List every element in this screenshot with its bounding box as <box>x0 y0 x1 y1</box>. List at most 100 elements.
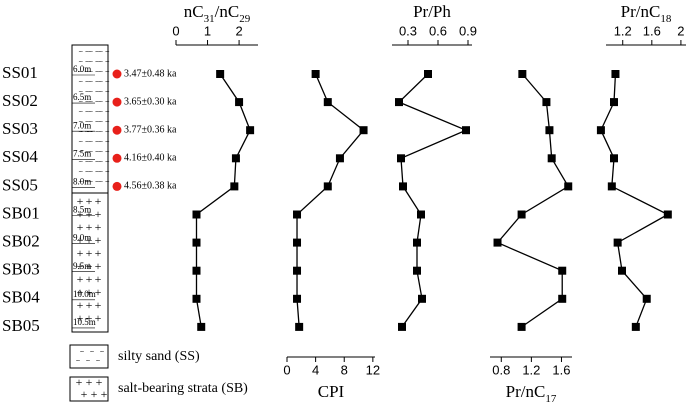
lithology-symbol: + <box>95 220 102 234</box>
lithology-symbol: + <box>95 207 102 221</box>
lithology-symbol: ∼ ∼ <box>98 69 110 75</box>
data-point <box>413 266 421 275</box>
data-point <box>611 70 620 78</box>
depth-label: 10.0m <box>73 289 96 299</box>
data-point <box>424 70 432 78</box>
x-tick-label: 0.3 <box>399 23 417 38</box>
lithology-symbol: + <box>86 298 93 312</box>
data-point <box>231 154 240 163</box>
age-label: 4.56±0.38 ka <box>124 181 177 192</box>
depth-label: 10.5m <box>73 317 96 327</box>
lithology-symbol: + <box>77 233 84 247</box>
lithology-symbol: ∼ ∼ <box>98 149 110 155</box>
age-marker <box>112 97 122 107</box>
lithology-symbol: + <box>86 272 93 286</box>
age-marker <box>112 181 122 191</box>
lithology-symbol: ∼ ∼ <box>88 109 100 115</box>
x-tick-label: 4 <box>312 362 319 377</box>
lithology-symbol: + <box>77 259 84 273</box>
data-point <box>564 182 573 191</box>
lithology-symbol: + <box>95 246 102 260</box>
lithology-symbol: ∼ ∼ <box>78 59 90 65</box>
depth-label: 7.5m <box>73 148 91 158</box>
lithology-symbol: ∼ ∼ <box>98 179 110 185</box>
age-marker <box>112 69 122 79</box>
lithology-symbol: + <box>81 387 88 401</box>
data-point <box>518 70 527 78</box>
lithology-symbol: ∼ ∼ <box>78 119 90 125</box>
data-line <box>397 73 468 328</box>
data-line <box>296 73 365 327</box>
data-point <box>359 126 368 135</box>
lithology-symbol: + <box>86 259 93 273</box>
depth-label: 8.5m <box>73 205 91 215</box>
lithology-symbol: ∼ ∼ <box>98 89 110 95</box>
data-point <box>610 98 618 107</box>
data-point <box>462 126 470 135</box>
data-point <box>235 98 244 107</box>
lithology-symbol: ∼ ∼ <box>78 79 90 85</box>
lithology-symbol: ∼ ∼ <box>78 49 90 55</box>
age-label: 3.77±0.36 ka <box>124 124 177 135</box>
lithology-symbol: + <box>77 285 84 299</box>
sample-label: SB02 <box>2 232 40 251</box>
depth-label: 8.0m <box>73 176 91 186</box>
sample-label: SS03 <box>2 119 38 138</box>
lithology-symbol: + <box>86 220 93 234</box>
lithology-symbol: + <box>95 272 102 286</box>
lithology-symbol: + <box>86 285 93 299</box>
data-point <box>192 294 201 303</box>
data-point <box>397 154 405 163</box>
x-tick-label: 0.9 <box>459 23 477 38</box>
data-point <box>216 70 225 78</box>
panel-title: nC31/nC29 <box>184 2 251 25</box>
x-tick-label: 2 <box>235 23 242 38</box>
lithology-symbol: ∼ <box>95 358 100 364</box>
x-tick-label: 2 <box>677 23 684 38</box>
lithology-symbol: + <box>101 387 108 401</box>
sample-label: SS04 <box>2 147 38 166</box>
lithology-symbol: ∼ ∼ <box>88 59 100 65</box>
data-point <box>399 182 407 191</box>
lithology-symbol: ∼ ∼ <box>88 139 100 145</box>
lithology-symbol: + <box>86 207 93 221</box>
x-tick-label: 0 <box>172 23 179 38</box>
sample-label: SS05 <box>2 175 38 194</box>
lithology-symbol: ∼ ∼ <box>98 79 110 85</box>
panel-title: CPI <box>318 382 345 401</box>
data-line <box>195 73 251 328</box>
x-tick-label: 12 <box>366 362 380 377</box>
data-point <box>192 266 201 275</box>
x-tick-label: 0.8 <box>492 362 510 377</box>
lithology-symbol: ∼ ∼ <box>98 49 110 55</box>
data-line <box>600 73 670 328</box>
data-point <box>607 182 616 191</box>
data-point <box>323 182 332 191</box>
data-point <box>335 154 344 163</box>
lithology-column <box>71 44 109 333</box>
lithology-symbol: + <box>95 259 102 273</box>
sample-label: SS02 <box>2 91 38 110</box>
lithology-symbol: + <box>96 375 103 389</box>
lithology-symbol: + <box>95 233 102 247</box>
sample-label: SB01 <box>2 203 40 222</box>
lithology-symbol: + <box>86 375 93 389</box>
x-tick-label: 8 <box>341 362 348 377</box>
lithology-symbol: + <box>91 387 98 401</box>
data-point <box>558 294 567 303</box>
data-point <box>618 266 626 275</box>
lithology-symbol: ∼ ∼ <box>98 119 110 125</box>
depth-label: 9.5m <box>73 261 91 271</box>
lithology-symbol: ∼ ∼ <box>78 99 90 105</box>
lithology-symbol: ∼ ∼ <box>88 129 100 135</box>
x-tick-label: 1.2 <box>522 362 540 377</box>
lithology-symbol: + <box>95 311 102 325</box>
lithology-symbol: + <box>77 298 84 312</box>
data-point <box>547 154 556 163</box>
depth-label: 6.0m <box>73 64 91 74</box>
lithology-symbol: ∼ ∼ <box>78 159 90 165</box>
lithology-symbol: + <box>77 311 84 325</box>
data-point <box>642 294 651 303</box>
depth-label: 6.5m <box>73 92 91 102</box>
